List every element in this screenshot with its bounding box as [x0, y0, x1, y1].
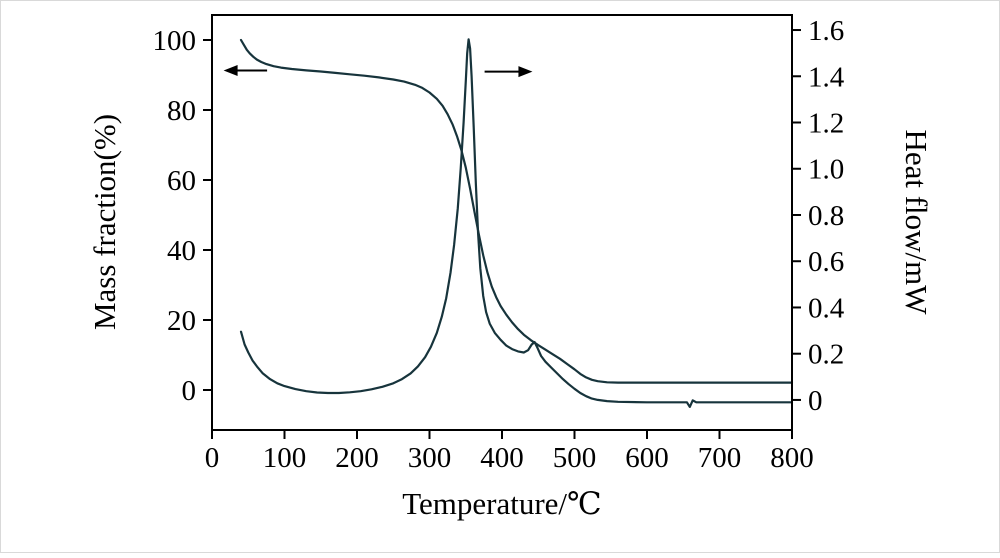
x-tick-label: 300 — [408, 442, 452, 474]
mass-fraction-curve — [239, 38, 794, 384]
plot-border — [211, 14, 793, 431]
right-y-axis-label: Heat flow/mW — [899, 129, 934, 315]
right-y-tick-label: 0.8 — [808, 200, 844, 232]
x-tick-label: 200 — [335, 442, 379, 474]
right-y-tick-label: 0.2 — [808, 339, 844, 371]
x-tick-label: 600 — [625, 442, 669, 474]
right-y-tick-label: 1.6 — [808, 15, 844, 47]
left-y-tick-label: 80 — [167, 95, 196, 127]
left-y-tick-label: 100 — [153, 25, 197, 57]
annotation-layer — [223, 64, 533, 78]
x-tick-label: 800 — [770, 442, 814, 474]
x-tick-label: 100 — [263, 442, 307, 474]
x-tick-label: 700 — [698, 442, 742, 474]
axes-layer: 0 100 200 300 400 500 600 700 800 0 20 40 60 80 100 0 0.… — [153, 15, 845, 474]
x-axis-label: Temperature/℃ — [402, 486, 601, 521]
right-y-tick-label: 1.4 — [808, 61, 845, 93]
left-y-tick-label: 40 — [167, 235, 196, 267]
x-tick-label: 400 — [480, 442, 524, 474]
heat-flow-curve — [239, 38, 794, 408]
right-y-tick-label: 0.6 — [808, 246, 844, 278]
left-y-axis-label: Mass fraction(%) — [87, 114, 122, 330]
left-y-tick-label: 60 — [167, 165, 196, 197]
right-y-tick-label: 0.4 — [808, 292, 845, 324]
right-axis-arrow-head — [518, 66, 533, 78]
x-tick-label: 500 — [553, 442, 597, 474]
right-y-tick-label: 0 — [808, 385, 823, 417]
left-axis-arrow-head — [223, 64, 238, 76]
left-y-tick-label: 20 — [167, 305, 196, 337]
right-y-tick-label: 1.0 — [808, 154, 844, 186]
curves-layer — [239, 38, 794, 408]
left-y-tick-label: 0 — [182, 375, 197, 407]
x-tick-label: 0 — [205, 442, 220, 474]
right-y-tick-label: 1.2 — [808, 108, 844, 140]
